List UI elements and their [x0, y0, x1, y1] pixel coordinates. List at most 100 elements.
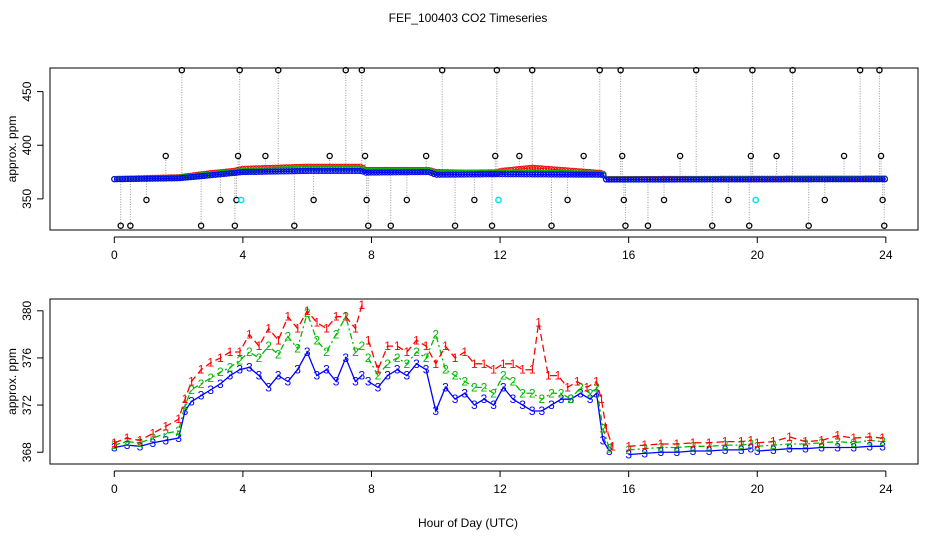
bottom-series-3-marker: 3 — [342, 351, 349, 365]
bottom-series-3-marker: 3 — [198, 389, 205, 403]
top-y-tick-label: 350 — [20, 189, 34, 209]
top-calibration-point — [880, 222, 888, 229]
bottom-y-tick-label: 380 — [20, 300, 34, 320]
bottom-series-3-marker: 3 — [747, 442, 754, 456]
bottom-series-3-marker: 3 — [879, 439, 886, 453]
top-series-3-point — [357, 167, 364, 175]
bottom-series-1-marker: 1 — [786, 430, 793, 444]
top-calibration-point — [856, 66, 864, 74]
bottom-series-3-marker: 3 — [227, 369, 234, 383]
bottom-series-1-marker: 1 — [236, 345, 243, 359]
bottom-series-2-marker: 2 — [738, 438, 745, 452]
bottom-series-3-marker: 3 — [690, 444, 697, 458]
bottom-series-3-marker: 3 — [285, 375, 292, 389]
bottom-series-2-marker: 2 — [461, 375, 468, 389]
bottom-series-2-marker: 2 — [600, 422, 607, 436]
top-series-3-point — [425, 168, 432, 176]
top-flagged-point — [752, 196, 760, 204]
top-calibration-point — [876, 66, 883, 74]
bottom-series-3-marker: 3 — [606, 444, 613, 458]
bottom-series-1-marker: 1 — [265, 321, 272, 335]
bottom-series-1-marker: 1 — [352, 321, 359, 335]
top-calibration-point — [725, 196, 732, 204]
bottom-series-2-line — [114, 310, 363, 446]
bottom-series-2-marker: 2 — [747, 437, 754, 451]
top-calibration-point — [422, 152, 430, 160]
bottom-series-3-marker: 3 — [207, 383, 214, 397]
bottom-series-1-marker: 1 — [500, 357, 507, 371]
bottom-series-3-marker: 3 — [770, 443, 777, 457]
bottom-series-1-marker: 1 — [879, 431, 886, 445]
bottom-series-1-marker: 1 — [432, 357, 439, 371]
bottom-series-2-marker: 2 — [510, 375, 517, 389]
bottom-series-2-marker: 2 — [539, 392, 546, 406]
top-calibration-point — [262, 152, 269, 160]
bottom-series-2-marker: 2 — [256, 351, 263, 365]
bottom-series-2-marker: 2 — [352, 345, 359, 359]
bottom-series-1-marker: 1 — [111, 436, 118, 450]
bottom-series-2-marker: 2 — [313, 333, 320, 347]
bottom-series-2-marker: 2 — [500, 369, 507, 383]
top-calibration-point — [178, 66, 186, 74]
bottom-series-3-marker: 3 — [111, 441, 118, 455]
bottom-series-2-marker: 2 — [625, 443, 632, 457]
bottom-series-3-line — [367, 362, 610, 452]
bottom-series-2-marker: 2 — [275, 347, 282, 361]
top-calibration-point — [291, 222, 298, 229]
bottom-series-3-marker: 3 — [471, 398, 478, 412]
top-y-tick-label: 400 — [20, 135, 34, 155]
top-calibration-point — [773, 152, 780, 160]
bottom-series-1-marker: 1 — [246, 327, 253, 341]
top-series-3-point — [879, 176, 886, 183]
bottom-series-3-marker: 3 — [587, 392, 594, 406]
top-calibration-point — [363, 196, 370, 204]
top-calibration-point — [709, 222, 716, 229]
top-y-axis-label: approx. ppm — [5, 116, 19, 183]
bottom-series-1-marker: 1 — [285, 310, 292, 324]
bottom-series-3-marker: 3 — [137, 439, 144, 453]
top-calibration-point — [644, 222, 652, 229]
top-calibration-point — [580, 152, 587, 160]
bottom-series-1-marker: 1 — [294, 321, 301, 335]
bottom-series-1-marker: 1 — [510, 357, 517, 371]
top-panel-calibration-timeseries: 0 4 8 12 16 20 24 350 400 450 approx. ppm — [5, 66, 919, 262]
bottom-series-3-marker: 3 — [236, 363, 243, 377]
bottom-series-1-marker: 1 — [754, 436, 761, 450]
bottom-series-3-line — [757, 445, 883, 452]
bottom-x-tick-label: 12 — [493, 482, 507, 496]
top-calibration-point — [692, 66, 700, 74]
bottom-series-2-marker: 2 — [481, 380, 488, 394]
bottom-x-tick-label: 20 — [751, 482, 765, 496]
bottom-series-1-marker: 1 — [722, 435, 729, 449]
bottom-series-1-marker: 1 — [461, 345, 468, 359]
bottom-series-3-marker: 3 — [162, 433, 169, 447]
bottom-series-3-marker: 3 — [182, 404, 189, 418]
bottom-series-2-marker: 2 — [423, 351, 430, 365]
bottom-series-2-marker: 2 — [490, 386, 497, 400]
bottom-series-1-marker: 1 — [313, 316, 320, 330]
bottom-series-2-marker: 2 — [182, 398, 189, 412]
bottom-x-tick-label: 16 — [622, 482, 636, 496]
bottom-series-3-marker: 3 — [365, 375, 372, 389]
bottom-series-3-marker: 3 — [674, 445, 681, 459]
bottom-series-2-marker: 2 — [834, 435, 841, 449]
bottom-series-1-marker: 1 — [593, 375, 600, 389]
bottom-series-1-line — [367, 322, 614, 447]
top-x-tick-label: 12 — [493, 248, 507, 262]
bottom-series-3-marker: 3 — [384, 369, 391, 383]
top-calibration-point — [821, 196, 829, 204]
top-calibration-point — [877, 152, 885, 160]
bottom-series-3-marker: 3 — [754, 444, 761, 458]
bottom-series-1-line — [114, 304, 363, 444]
bottom-series-3-marker: 3 — [294, 363, 301, 377]
top-calibration-point — [117, 222, 124, 229]
bottom-series-2-marker: 2 — [394, 351, 401, 365]
bottom-series-2-marker: 2 — [207, 371, 214, 385]
top-calibration-point — [660, 196, 668, 204]
bottom-series-3-marker: 3 — [567, 392, 574, 406]
bottom-series-1-marker: 1 — [150, 426, 157, 440]
bottom-series-1-marker: 1 — [738, 435, 745, 449]
bottom-series-1-marker: 1 — [603, 422, 610, 436]
bottom-series-1-marker: 1 — [609, 439, 616, 453]
